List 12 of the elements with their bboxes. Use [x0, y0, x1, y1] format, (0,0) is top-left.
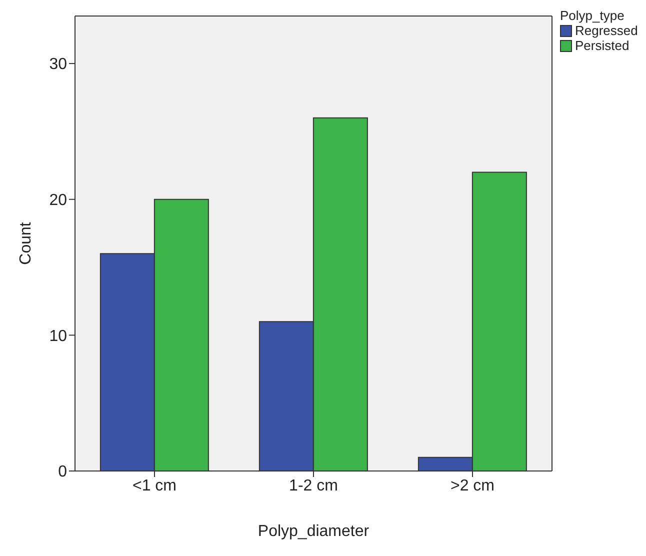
x-tick-label: 1-2 cm	[289, 477, 338, 494]
legend-label: Regressed	[575, 23, 638, 38]
y-tick-label: 0	[58, 464, 68, 481]
legend-title: Polyp_type	[560, 8, 626, 23]
x-axis-title: Polyp_diameter	[258, 523, 370, 540]
legend-label: Persisted	[575, 38, 630, 53]
x-tick-label: <1 cm	[132, 477, 177, 494]
x-tick-label: >2 cm	[450, 477, 495, 494]
y-tick-label: 20	[49, 192, 68, 210]
y-tick-label: 10	[49, 328, 68, 345]
y-tick-label: 30	[49, 56, 68, 74]
y-axis-title: Count	[18, 222, 35, 265]
